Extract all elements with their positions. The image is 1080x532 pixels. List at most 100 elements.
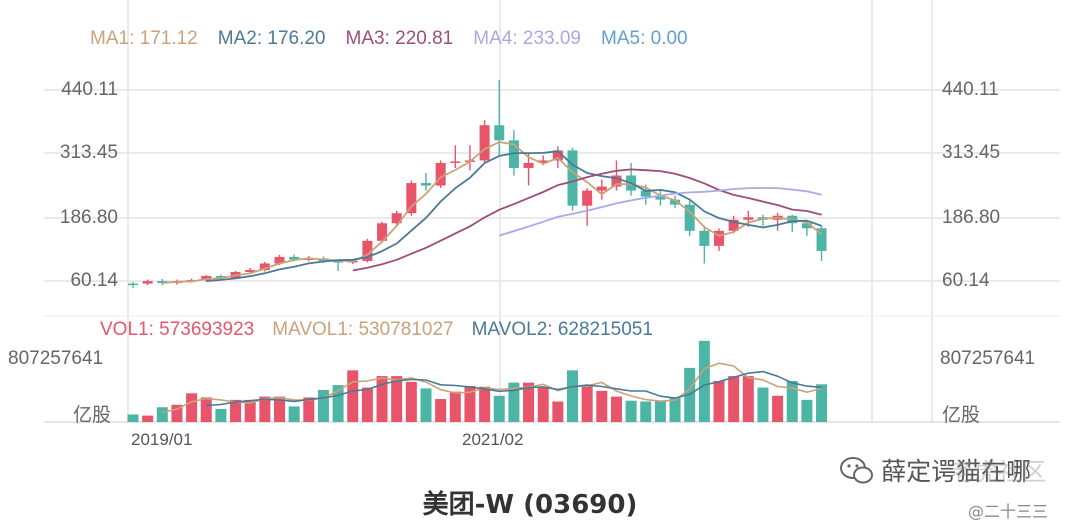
volume-bar-13 [317, 390, 329, 422]
candle-body-18 [391, 213, 402, 224]
candle-body-27 [523, 162, 534, 168]
volume-bar-46 [801, 399, 813, 422]
candle-body-16 [362, 240, 373, 261]
candle-body-25 [494, 125, 505, 141]
volume-bar-3 [171, 404, 183, 422]
volume-bar-16 [361, 387, 373, 422]
grid-lines [44, 0, 1060, 423]
volume-bar-23 [464, 385, 476, 422]
volume-bar-28 [537, 387, 549, 422]
candle-body-17 [377, 223, 388, 241]
volume-bar-42 [742, 376, 754, 422]
price-tick-right-1: 313.45 [942, 142, 1001, 163]
candle-body-5 [201, 276, 212, 281]
volume-bar-11 [288, 406, 300, 422]
volume-bar-35 [640, 401, 652, 422]
mavol2-line [206, 370, 822, 407]
volume-unit-label-left: 亿股 [73, 405, 112, 426]
volume-bar-44 [772, 395, 784, 422]
price-tick-left-0: 440.11 [61, 79, 118, 100]
candle-body-26 [508, 140, 519, 168]
candle-body-29 [552, 150, 563, 161]
candle-body-28 [538, 160, 549, 163]
ma-legend-item-4: MA5: 0.00 [601, 28, 688, 49]
candle-body-2 [157, 281, 168, 284]
volume-unit-label-right: 亿股 [942, 405, 981, 426]
watermark: 薛定谔猫在哪 [838, 452, 1031, 488]
candle-body-0 [128, 283, 138, 286]
candle-body-9 [259, 263, 270, 271]
candle-body-31 [582, 190, 593, 206]
ma-legend: MA1: 171.12 MA2: 176.20 MA3: 220.81 MA4: 23… [90, 28, 708, 50]
ma-legend-item-0: MA1: 171.12 [90, 28, 198, 49]
candle-body-21 [435, 162, 446, 186]
volume-bar-19 [405, 381, 417, 422]
candle-body-41 [728, 219, 739, 231]
x-tick-label-2021: 2021/02 [462, 430, 524, 449]
vol-legend-item-0: VOL1: 573693923 [100, 319, 255, 340]
candle-body-19 [406, 183, 417, 214]
price-tick-right-3: 60.14 [942, 270, 990, 291]
volume-bar-5 [200, 397, 212, 422]
candle-body-42 [743, 217, 754, 220]
volume-bar-18 [391, 376, 403, 422]
price-tick-right-2: 186.80 [942, 207, 1001, 228]
volume-bar-22 [449, 391, 461, 422]
candle-body-10 [274, 256, 285, 264]
volume-bar-21 [435, 399, 447, 422]
volume-bar-8 [244, 399, 256, 422]
candlesticks [128, 80, 827, 289]
candle-body-37 [670, 199, 681, 205]
candle-body-24 [479, 125, 490, 161]
candle-body-6 [215, 276, 226, 279]
candle-body-40 [714, 230, 724, 246]
volume-legend: VOL1: 573693923 MAVOL1: 530781027 MAVOL2: … [100, 319, 671, 341]
volume-bar-0 [127, 414, 139, 422]
volume-bar-20 [420, 388, 432, 422]
moving-average-lines [162, 141, 823, 284]
x-tick-label-2019: 2019/01 [131, 430, 193, 449]
vol-legend-item-1: MAVOL1: 530781027 [272, 319, 454, 340]
volume-bar-47 [816, 384, 828, 422]
price-tick-right-0: 440.11 [942, 79, 999, 100]
volume-bar-2 [156, 407, 168, 422]
volume-max-label-left: 807257641 [8, 348, 104, 369]
ma3-line [352, 168, 822, 272]
volume-bar-33 [610, 396, 622, 422]
watermark-brand: 老虎社区 [950, 458, 1046, 486]
volume-bar-34 [625, 400, 637, 422]
wechat-icon [840, 457, 873, 484]
candle-body-11 [289, 256, 300, 260]
volume-bar-36 [654, 401, 666, 422]
volume-bar-31 [581, 385, 593, 422]
volume-bar-7 [230, 399, 242, 422]
candle-body-36 [655, 196, 666, 200]
volume-bar-39 [698, 340, 710, 422]
candle-body-20 [421, 183, 431, 186]
candle-body-33 [611, 175, 622, 187]
ma-legend-item-3: MA4: 233.09 [473, 28, 581, 49]
candle-body-35 [640, 190, 651, 197]
volume-bar-14 [332, 385, 344, 422]
volume-bar-29 [552, 401, 564, 422]
candle-body-1 [142, 281, 153, 284]
volume-bar-40 [713, 381, 725, 422]
volume-bar-25 [493, 395, 505, 422]
volume-bar-30 [567, 370, 578, 422]
watermark-handle: @二十三三 [968, 502, 1049, 521]
volume-bar-6 [215, 408, 227, 422]
ma-legend-item-1: MA2: 176.20 [217, 28, 326, 49]
ma4-line [499, 187, 822, 237]
volume-bar-17 [376, 376, 388, 422]
volume-bar-15 [347, 370, 359, 422]
volume-bar-45 [786, 381, 798, 422]
watermark-text: 薛定谔猫在哪 [881, 457, 1032, 486]
candle-body-14 [333, 260, 344, 263]
volume-bar-4 [186, 393, 198, 422]
volume-bar-12 [303, 397, 315, 422]
price-tick-left-3: 60.14 [70, 270, 118, 291]
price-tick-left-2: 186.80 [59, 207, 118, 228]
price-tick-left-1: 313.45 [59, 142, 118, 163]
volume-bar-24 [479, 386, 491, 422]
volume-moving-average-lines [162, 362, 822, 414]
